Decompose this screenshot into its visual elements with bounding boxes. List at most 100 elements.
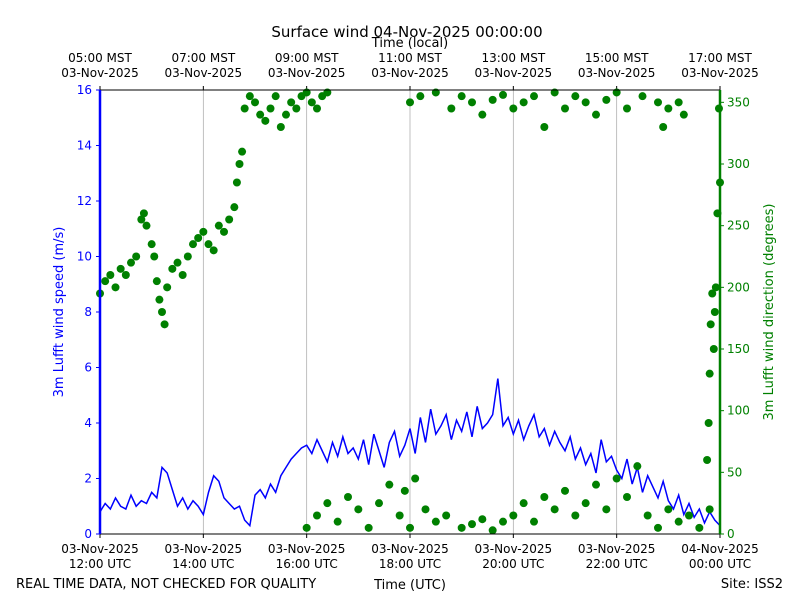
- direction-point: [654, 98, 662, 107]
- direction-point: [307, 98, 316, 107]
- direction-point: [199, 227, 208, 236]
- direction-point: [313, 511, 321, 520]
- speed-line: [99, 378, 721, 528]
- direction-point: [364, 523, 373, 532]
- direction-point: [209, 246, 218, 255]
- direction-point: [457, 523, 466, 532]
- direction-point: [602, 505, 611, 514]
- direction-point: [194, 234, 203, 242]
- direction-point: [204, 240, 213, 249]
- direction-point: [540, 123, 549, 131]
- y2-axis-label: 3m Lufft wind direction (degrees): [762, 204, 777, 421]
- direction-point: [385, 480, 394, 489]
- direction-point: [266, 104, 275, 113]
- direction-point: [375, 499, 383, 508]
- direction-point: [708, 289, 717, 298]
- x2-tick-label: 13:00 MST 03-Nov-2025: [475, 51, 553, 80]
- direction-point: [623, 104, 631, 113]
- y-tick-label: 10: [77, 250, 92, 264]
- direction-point: [160, 320, 169, 329]
- direction-point: [411, 474, 420, 483]
- direction-point: [344, 493, 352, 501]
- direction-point: [659, 123, 668, 131]
- direction-point: [127, 258, 135, 267]
- y2-tick-label: 300: [727, 157, 750, 171]
- direction-point: [282, 110, 290, 119]
- direction-point: [421, 505, 430, 514]
- x-tick-label: 03-Nov-2025 14:00 UTC: [165, 542, 243, 571]
- direction-point: [178, 271, 187, 279]
- direction-point: [101, 277, 110, 286]
- direction-point: [302, 523, 311, 532]
- direction-point: [623, 493, 631, 501]
- x-tick-label: 03-Nov-2025 20:00 UTC: [475, 542, 553, 571]
- direction-point: [540, 493, 549, 501]
- direction-point: [478, 110, 487, 119]
- direction-point: [431, 517, 440, 526]
- direction-point: [261, 116, 270, 125]
- direction-point: [571, 511, 580, 520]
- x-tick-label: 03-Nov-2025 22:00 UTC: [578, 542, 656, 571]
- direction-point: [703, 456, 712, 464]
- direction-point: [400, 486, 409, 495]
- direction-point: [519, 98, 528, 107]
- y2-tick-label: 200: [727, 280, 750, 294]
- direction-point: [674, 517, 683, 526]
- direction-point: [664, 505, 673, 514]
- direction-point: [643, 511, 652, 520]
- direction-point: [685, 511, 693, 520]
- y2-tick-label: 50: [727, 465, 742, 479]
- direction-point: [168, 264, 177, 273]
- direction-point: [695, 523, 704, 532]
- direction-point: [230, 203, 239, 212]
- direction-point: [183, 252, 192, 261]
- direction-point: [488, 526, 497, 535]
- direction-point: [581, 499, 590, 508]
- direction-point: [139, 209, 148, 218]
- direction-point: [116, 264, 125, 273]
- x2-tick-label: 09:00 MST 03-Nov-2025: [268, 51, 346, 80]
- direction-point: [240, 104, 249, 113]
- direction-point: [287, 98, 296, 107]
- x2-tick-label: 17:00 MST 03-Nov-2025: [681, 51, 759, 80]
- direction-point: [499, 90, 507, 99]
- y-tick-label: 6: [84, 361, 92, 375]
- direction-point: [711, 283, 720, 292]
- y-axis-label: 3m Lufft wind speed (m/s): [52, 227, 67, 398]
- y-tick-label: 2: [84, 472, 92, 486]
- x-tick-label: 03-Nov-2025 16:00 UTC: [268, 542, 346, 571]
- x-tick-label: 03-Nov-2025 18:00 UTC: [371, 542, 449, 571]
- direction-point: [561, 104, 569, 113]
- footnote: REAL TIME DATA, NOT CHECKED FOR QUALITY: [16, 577, 316, 592]
- direction-point: [468, 98, 476, 107]
- direction-point: [509, 104, 518, 113]
- direction-point: [638, 92, 647, 101]
- direction-point: [447, 104, 456, 113]
- direction-point: [488, 95, 497, 104]
- direction-point: [256, 110, 265, 119]
- direction-point: [225, 215, 234, 224]
- direction-point: [323, 499, 332, 508]
- y2-tick-label: 250: [727, 219, 750, 233]
- top-axis-label: Time (local): [371, 36, 448, 51]
- direction-point: [509, 511, 518, 520]
- direction-point: [633, 462, 642, 471]
- direction-point: [173, 258, 182, 267]
- direction-point: [158, 308, 166, 316]
- direction-point: [581, 98, 590, 107]
- direction-point: [251, 98, 259, 107]
- direction-point: [406, 98, 414, 107]
- direction-point: [147, 240, 156, 249]
- direction-point: [189, 240, 197, 249]
- direction-point: [530, 92, 538, 101]
- direction-point: [519, 499, 528, 508]
- direction-point: [478, 515, 487, 524]
- direction-point: [406, 523, 414, 532]
- direction-point: [679, 110, 688, 119]
- x2-tick-label: 07:00 MST 03-Nov-2025: [165, 51, 243, 80]
- direction-point: [664, 104, 673, 113]
- direction-point: [561, 486, 569, 495]
- x-tick-label: 04-Nov-2025 00:00 UTC: [681, 542, 759, 571]
- direction-point: [142, 221, 151, 230]
